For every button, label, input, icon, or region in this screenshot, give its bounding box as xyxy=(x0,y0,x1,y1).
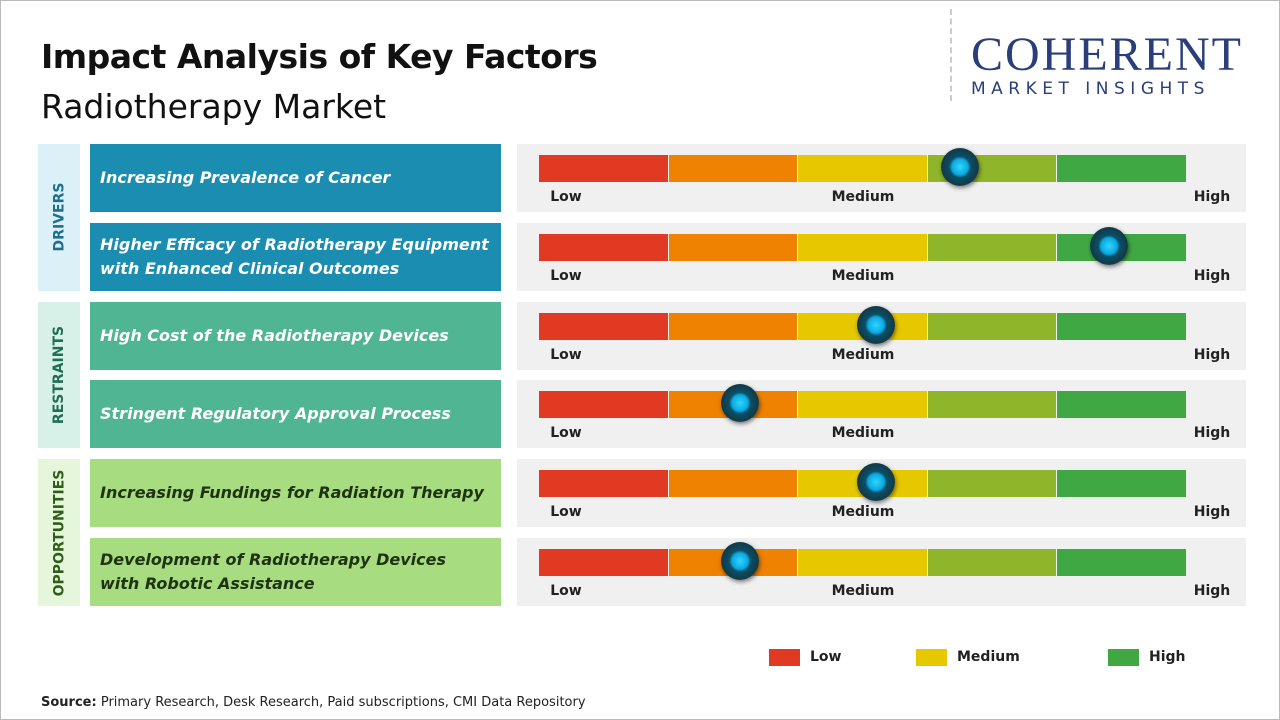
scale-segment xyxy=(668,233,798,261)
scale-label: High xyxy=(1193,189,1231,205)
scale-segment xyxy=(927,549,1057,576)
source-label: Source: xyxy=(41,695,97,710)
scale-label: High xyxy=(1193,504,1231,521)
legend-swatch xyxy=(769,649,800,666)
factor-label: Increasing Fundings for Radiation Therap… xyxy=(90,459,501,528)
scale-segment xyxy=(1057,549,1186,576)
group-label: DRIVERS xyxy=(51,182,67,252)
impact-marker xyxy=(856,305,895,344)
scale-segment xyxy=(1057,312,1186,340)
factor-label: Stringent Regulatory Approval Process xyxy=(90,380,501,449)
legend-swatch xyxy=(1108,649,1139,666)
logo-tagline: MARKET INSIGHTS xyxy=(971,79,1210,99)
scale-segment xyxy=(1057,155,1186,182)
scale-segment xyxy=(927,391,1057,419)
source: Source: Primary Research, Desk Research,… xyxy=(41,695,586,710)
scale-label: High xyxy=(1193,346,1231,363)
scale-segment xyxy=(927,233,1057,261)
scale-label: Low xyxy=(550,189,582,205)
scale-label: Medium xyxy=(831,189,895,205)
scale-segment xyxy=(927,312,1057,340)
scale-label: Medium xyxy=(831,346,895,363)
logo: COHERENT xyxy=(971,28,1243,81)
scale-segment xyxy=(668,470,798,498)
group-panel: RESTRAINTS xyxy=(38,301,80,449)
scale-segment xyxy=(668,155,798,182)
subtitle: Radiotherapy Market xyxy=(41,87,387,126)
impact-marker xyxy=(941,148,980,186)
scale-label: Medium xyxy=(831,267,895,284)
impact-marker xyxy=(856,463,895,502)
scale-label: Low xyxy=(550,346,582,363)
scale-label: High xyxy=(1193,425,1231,442)
scale-label: Medium xyxy=(831,583,895,599)
scale-label: Medium xyxy=(831,425,895,442)
scale-label: Low xyxy=(550,267,582,284)
factor-label: Increasing Prevalence of Cancer xyxy=(90,144,501,212)
group-label: OPPORTUNITIES xyxy=(51,469,68,596)
scale-segment xyxy=(798,155,927,182)
scale-segment xyxy=(539,312,668,340)
scale-segment xyxy=(539,155,668,182)
scale-label: High xyxy=(1193,267,1231,284)
factor-label: Higher Efficacy of Radiotherapy Equipmen… xyxy=(90,222,501,291)
scale-label: Low xyxy=(550,504,582,521)
divider xyxy=(950,9,952,101)
factor-label: Development of Radiotherapy Devices with… xyxy=(90,538,501,606)
scale-label: Medium xyxy=(831,504,895,521)
source-text: Primary Research, Desk Research, Paid su… xyxy=(100,695,586,710)
scale-label: High xyxy=(1193,583,1231,599)
impact-marker xyxy=(1090,226,1129,265)
factor-label: High Cost of the Radiotherapy Devices xyxy=(90,301,501,370)
scale-segment xyxy=(927,470,1057,498)
legend-label: Low xyxy=(810,649,842,665)
title: Impact Analysis of Key Factors xyxy=(41,37,598,76)
scale-segment xyxy=(1057,391,1186,419)
legend-swatch xyxy=(916,649,947,666)
scale-label: Low xyxy=(550,583,582,599)
scale-segment xyxy=(539,391,668,419)
scale-segment xyxy=(539,470,668,498)
impact-marker xyxy=(720,542,759,580)
scale-segment xyxy=(798,549,927,576)
legend-label: High xyxy=(1149,649,1186,665)
group-panel: DRIVERS xyxy=(38,144,80,291)
scale-label: Low xyxy=(550,425,582,442)
scale-segment xyxy=(1057,470,1186,498)
legend-label: Medium xyxy=(957,649,1020,665)
scale-segment xyxy=(798,391,927,419)
scale-segment xyxy=(539,549,668,576)
scale-segment xyxy=(798,233,927,261)
impact-marker xyxy=(720,384,759,423)
group-panel: OPPORTUNITIES xyxy=(38,459,80,606)
scale-segment xyxy=(668,312,798,340)
group-label: RESTRAINTS xyxy=(51,325,67,425)
scale-segment xyxy=(539,233,668,261)
